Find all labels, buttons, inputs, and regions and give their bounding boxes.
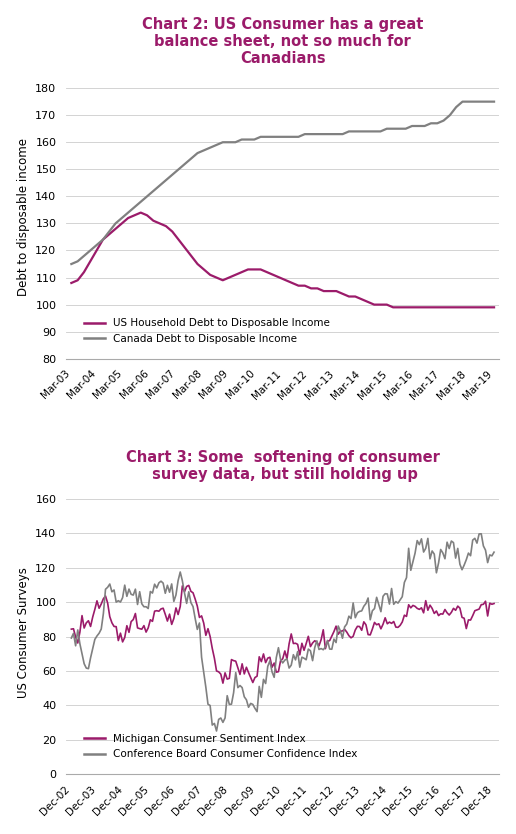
- Y-axis label: US Consumer Surveys: US Consumer Surveys: [17, 567, 29, 698]
- Title: Chart 3: Some  softening of consumer
 survey data, but still holding up: Chart 3: Some softening of consumer surv…: [126, 450, 440, 482]
- Y-axis label: Debt to disposable income: Debt to disposable income: [17, 138, 29, 296]
- Title: Chart 2: US Consumer has a great
balance sheet, not so much for
Canadians: Chart 2: US Consumer has a great balance…: [142, 17, 424, 67]
- Legend: US Household Debt to Disposable Income, Canada Debt to Disposable Income: US Household Debt to Disposable Income, …: [80, 314, 334, 348]
- Legend: Michigan Consumer Sentiment Index, Conference Board Consumer Confidence Index: Michigan Consumer Sentiment Index, Confe…: [80, 730, 362, 763]
